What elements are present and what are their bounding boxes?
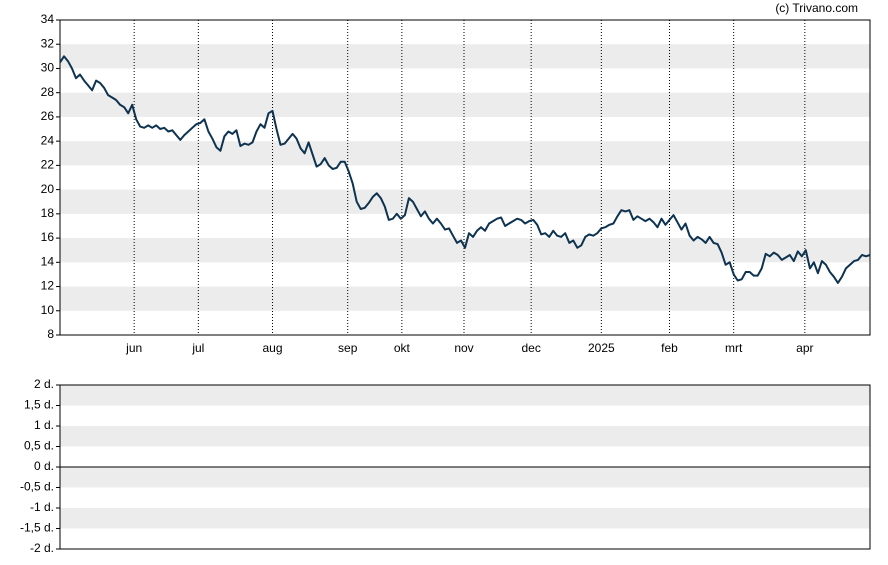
x-tick-label: okt	[394, 341, 411, 355]
x-tick-label: apr	[796, 341, 813, 355]
y-tick-label: 18	[41, 206, 55, 220]
grid-band	[60, 286, 870, 311]
y-tick-label: 20	[41, 182, 55, 196]
grid-band	[60, 508, 870, 529]
grid-band	[60, 426, 870, 447]
price-line	[59, 55, 871, 284]
y-tick-label: 22	[41, 158, 55, 172]
y-tick-label: 24	[41, 133, 55, 147]
y-tick-label: 1,5 d.	[24, 398, 54, 412]
y-tick-label: 2 d.	[34, 377, 54, 391]
y-tick-label: 34	[41, 12, 55, 26]
grid-band	[60, 189, 870, 214]
y-tick-label: 0 d.	[34, 459, 54, 473]
x-tick-label: jun	[125, 341, 142, 355]
y-tick-label: 10	[41, 303, 55, 317]
y-tick-label: 1 d.	[34, 418, 54, 432]
y-tick-label: 14	[41, 254, 55, 268]
x-tick-label: feb	[661, 341, 678, 355]
y-tick-label: 32	[41, 36, 55, 50]
plot-frame	[59, 384, 871, 550]
y-tick-label: 16	[41, 230, 55, 244]
grid-band	[60, 238, 870, 263]
y-tick-label: -1,5 d.	[20, 521, 54, 535]
y-tick-label: 26	[41, 109, 55, 123]
grid-band	[60, 467, 870, 488]
y-tick-label: 28	[41, 85, 55, 99]
y-tick-label: 30	[41, 61, 55, 75]
x-tick-label: aug	[263, 341, 283, 355]
y-tick-label: 12	[41, 279, 55, 293]
grid-band	[60, 385, 870, 406]
x-tick-label: dec	[521, 341, 540, 355]
grid-band	[60, 44, 870, 69]
y-tick-label: -0,5 d.	[20, 480, 54, 494]
y-tick-label: 8	[47, 327, 54, 341]
y-tick-label: 0,5 d.	[24, 439, 54, 453]
grid-band	[60, 141, 870, 166]
x-tick-label: 2025	[588, 341, 615, 355]
credit: (c) Trivano.com	[775, 1, 858, 15]
plot-frame	[59, 19, 871, 336]
x-tick-label: jul	[191, 341, 204, 355]
x-tick-label: nov	[454, 341, 473, 355]
x-tick-label: sep	[338, 341, 358, 355]
x-tick-label: mrt	[725, 341, 743, 355]
grid-band	[60, 92, 870, 117]
y-tick-label: -2 d.	[30, 541, 54, 555]
y-tick-label: -1 d.	[30, 500, 54, 514]
